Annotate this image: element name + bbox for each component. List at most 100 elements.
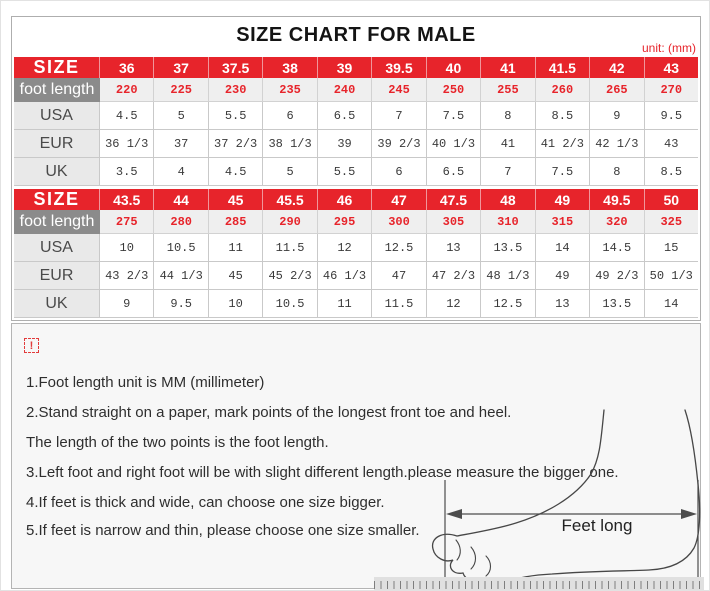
table-cell: 49 [535,262,591,290]
table-cell: 37 [154,130,209,158]
table-cell: 6 [372,158,427,186]
table-cell: 5.5 [317,158,373,186]
table-cell: 45 [208,262,264,290]
table-cell: 10 [208,290,264,318]
ruler [374,577,704,590]
table-cell: 11 [317,290,373,318]
row-label: USA [14,234,100,262]
table-cell: 47.5 [427,189,482,210]
table-cell: 10 [100,234,155,262]
table-cell: 49.5 [590,189,645,210]
table-row-uk: UK 3.5 4 4.5 5 5.5 6 6.5 7 7.5 8 8.5 [14,158,698,186]
table-cell: 285 [208,210,264,234]
table-cell: 5.5 [208,102,264,130]
table-cell: 38 [263,57,318,78]
table-row-eur: EUR 36 1/3 37 37 2/3 38 1/3 39 39 2/3 40 1/3 41 4… [14,130,698,158]
table-cell: 44 [154,189,209,210]
table-cell: 3.5 [100,158,155,186]
table-cell: 48 1/3 [481,262,536,290]
table-cell: 43 [644,130,698,158]
table-cell: 41 2/3 [535,130,591,158]
table-cell: 310 [481,210,536,234]
table-cell: 12.5 [481,290,536,318]
table-cell: 36 [100,57,155,78]
table-row-usa: USA 10 10.5 11 11.5 12 12.5 13 13.5 14 14.5 15 [14,234,698,262]
note-line-6: 5.If feet is narrow and thin, please cho… [26,522,420,539]
table-cell: 225 [154,78,209,102]
table-cell: 235 [263,78,318,102]
table-cell: 240 [317,78,373,102]
row-label: foot length [14,78,100,102]
table-cell: 37 2/3 [208,130,264,158]
page-title: SIZE CHART FOR MALE [236,24,476,46]
table-cell: 38 1/3 [263,130,318,158]
table-cell: 14 [644,290,698,318]
table-cell: 255 [481,78,536,102]
table-cell: 8 [481,102,536,130]
table-cell: 37 [154,57,209,78]
table-cell: 46 1/3 [317,262,373,290]
table-cell: 42 1/3 [590,130,645,158]
table-cell: 45.5 [263,189,318,210]
table-cell: 13.5 [481,234,536,262]
table-cell: 5 [263,158,318,186]
table-row-foot-length: foot length 220 225 230 235 240 245 250 255 260 26… [14,78,698,102]
table-row-eur: EUR 43 2/3 44 1/3 45 45 2/3 46 1/3 47 47 2/3 48 … [14,262,698,290]
table-cell: 40 1/3 [426,130,482,158]
table-cell: 280 [154,210,209,234]
notes-panel: ! 1.Foot length unit is MM (millimeter) … [11,323,704,590]
table-cell: 50 [663,191,680,208]
warning-icon: ! [24,338,39,353]
table-cell: 13 [426,234,482,262]
table-cell: 12 [426,290,482,318]
table-cell: 250 [426,78,482,102]
row-label: EUR [14,262,100,290]
size-chart-panel: SIZE CHART FOR MALE unit: (mm) SIZE 36 37 3… [11,16,701,321]
table-cell: 12 [317,234,373,262]
chart-header: SIZE CHART FOR MALE unit: (mm) [12,17,700,57]
table-cell: 39 [317,130,373,158]
table-cell: 45 2/3 [263,262,318,290]
table-cell: 49 [536,189,591,210]
table-cell: 9.5 [154,290,209,318]
table-cell: 39 [318,57,373,78]
table-cell: 315 [535,210,591,234]
measure-guides [444,480,699,580]
table-cell: 8.5 [644,158,698,186]
table-cell: 50 1/3 [644,262,698,290]
arrow-right-icon [681,509,697,519]
table-cell: 37.5 [209,57,264,78]
table-cell: 47 [372,189,427,210]
note-line-2: 2.Stand straight on a paper, mark points… [26,404,512,421]
table-cell: 4 [154,158,209,186]
table-cell: 10.5 [263,290,318,318]
table-cell: 4.5 [100,102,155,130]
table-cell: 5 [154,102,209,130]
row-label: EUR [14,130,100,158]
table-cell: 11 [208,234,264,262]
row-label: USA [14,102,100,130]
table-cell: 265 [590,78,645,102]
row-label: SIZE [14,57,100,78]
table-cell: 6 [263,102,318,130]
table-cell: 11.5 [263,234,318,262]
row-label: SIZE [14,189,100,210]
table-cell: 295 [317,210,373,234]
table-cell: 43 2/3 [100,262,155,290]
foot-measure-diagram [431,409,701,586]
table-cell: 275 [100,210,155,234]
table-cell: 220 [100,78,155,102]
table-cell: 4.5 [208,158,264,186]
size-table-2: SIZE 43.5 44 45 45.5 46 47 47.5 48 49 49.5 50 foot l… [14,189,698,318]
table-cell: 9 [590,102,645,130]
table-row-size: SIZE 43.5 44 45 45.5 46 47 47.5 48 49 49.5 50 [14,189,698,210]
note-line-3: The length of the two points is the foot… [26,434,329,451]
foot-outline [431,409,701,586]
table-cell: 305 [426,210,482,234]
table-cell: 7.5 [535,158,591,186]
table-row-foot-length: foot length 275 280 285 290 295 300 305 310 315 32… [14,210,698,234]
table-cell: 7.5 [426,102,482,130]
table-cell: 43 [663,59,680,76]
table-cell: 49 2/3 [590,262,645,290]
